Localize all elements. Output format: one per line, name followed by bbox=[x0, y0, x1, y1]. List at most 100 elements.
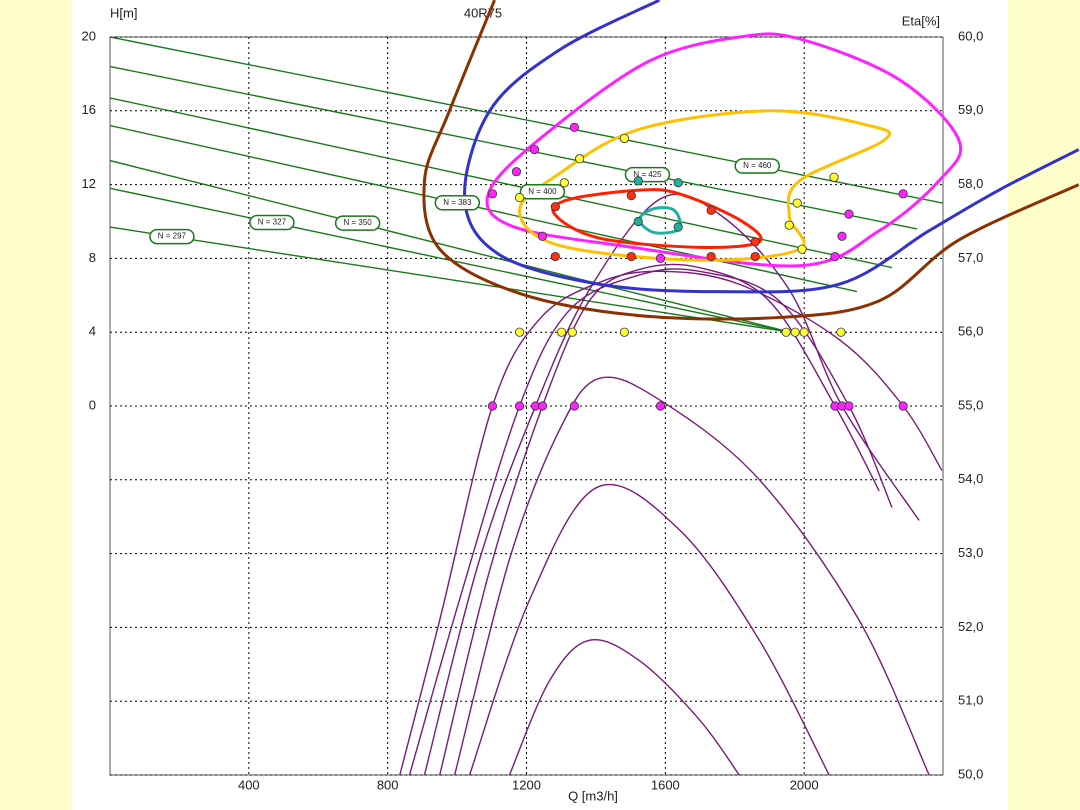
marker bbox=[487, 401, 498, 411]
marker bbox=[575, 154, 585, 164]
marker bbox=[487, 189, 498, 199]
line-label: N = 297 bbox=[158, 232, 187, 241]
line-label: N = 400 bbox=[528, 187, 557, 196]
marker bbox=[844, 401, 854, 411]
pump-curve bbox=[468, 483, 830, 775]
efficiency-contour bbox=[551, 188, 763, 249]
y-tick-label: 0 bbox=[89, 397, 96, 412]
marker bbox=[837, 231, 847, 241]
line-label-box bbox=[734, 158, 780, 174]
power-line bbox=[110, 65, 918, 230]
y2-tick-label: 52,0 bbox=[958, 619, 983, 634]
line-label: N = 350 bbox=[343, 218, 372, 227]
power-line bbox=[110, 159, 791, 333]
marker bbox=[511, 167, 522, 177]
y2-axis-label: Eta[%] bbox=[902, 13, 940, 28]
power-line bbox=[110, 37, 943, 204]
marker bbox=[673, 222, 683, 232]
marker bbox=[626, 191, 636, 201]
x-tick-label: 800 bbox=[377, 777, 399, 792]
line-label-box bbox=[249, 214, 295, 231]
efficiency-contour bbox=[422, 0, 1080, 321]
marker bbox=[750, 237, 760, 247]
x-tick-label: 1600 bbox=[651, 777, 680, 792]
marker bbox=[633, 176, 643, 186]
pump-curve bbox=[453, 376, 930, 775]
curves bbox=[110, 0, 1080, 775]
y-tick-label: 16 bbox=[82, 102, 96, 117]
pump-curve bbox=[399, 270, 943, 775]
marker bbox=[790, 327, 800, 337]
power-line bbox=[110, 124, 858, 293]
x-axis-label: Q [m3/h] bbox=[568, 788, 618, 803]
pump-curve bbox=[408, 268, 893, 775]
marker bbox=[626, 251, 636, 262]
y2-tick-label: 50,0 bbox=[958, 766, 983, 781]
line-label-box bbox=[519, 184, 566, 200]
marker bbox=[784, 220, 794, 230]
efficiency-contour bbox=[463, 0, 1080, 294]
marker bbox=[514, 401, 525, 411]
y-axis-label: H[m] bbox=[110, 5, 137, 20]
marker bbox=[655, 253, 666, 263]
y-tick-label: 8 bbox=[89, 250, 96, 265]
y-tick-label: 4 bbox=[89, 324, 96, 339]
marker bbox=[537, 231, 548, 241]
x-tick-label: 400 bbox=[238, 777, 260, 792]
marker bbox=[619, 327, 629, 337]
marker bbox=[836, 327, 846, 337]
marker bbox=[829, 172, 839, 182]
marker bbox=[559, 178, 569, 188]
marker bbox=[514, 192, 525, 203]
y2-tick-label: 59,0 bbox=[958, 102, 983, 117]
y2-tick-label: 51,0 bbox=[958, 693, 983, 708]
marker bbox=[706, 205, 716, 216]
pump-curve bbox=[508, 638, 740, 775]
chart-title: 40R75 bbox=[464, 5, 502, 20]
marker bbox=[567, 327, 577, 337]
marker bbox=[569, 401, 579, 411]
marker bbox=[529, 144, 540, 155]
marker bbox=[799, 327, 809, 337]
line-label-box bbox=[434, 195, 481, 211]
marker bbox=[781, 327, 791, 337]
line-label: N = 383 bbox=[443, 198, 472, 207]
line-label: N = 460 bbox=[743, 161, 772, 170]
marker bbox=[619, 133, 629, 144]
y2-tick-label: 54,0 bbox=[958, 471, 983, 486]
markers bbox=[487, 122, 908, 411]
line-label: N = 425 bbox=[633, 170, 662, 179]
y-tick-label: 12 bbox=[82, 176, 96, 191]
marker bbox=[569, 122, 579, 133]
line-label: N = 327 bbox=[258, 218, 287, 227]
marker bbox=[792, 198, 802, 208]
marker bbox=[673, 178, 683, 188]
grid: 400 800 1200 1600 2000 0 4 8 12 16 20 50,0 51,0 52,0 5… bbox=[82, 28, 984, 792]
x-tick-label: 2000 bbox=[790, 777, 819, 792]
marker bbox=[797, 244, 807, 254]
power-line bbox=[110, 226, 791, 333]
line-label-box bbox=[334, 215, 381, 231]
x-tick-label: 1200 bbox=[512, 777, 541, 792]
marker bbox=[550, 202, 560, 212]
y2-tick-label: 53,0 bbox=[958, 545, 983, 560]
marker bbox=[750, 251, 760, 262]
line-labels: N = 460 N = 425 N = 400 N = 383 N = 350 N = 3… bbox=[149, 158, 780, 245]
marker bbox=[830, 251, 840, 262]
marker bbox=[706, 251, 716, 262]
marker bbox=[844, 209, 854, 219]
y2-tick-label: 58,0 bbox=[958, 176, 983, 191]
marker bbox=[898, 189, 908, 199]
y2-tick-label: 55,0 bbox=[958, 397, 983, 412]
efficiency-contour bbox=[485, 32, 963, 268]
y-tick-label: 20 bbox=[82, 28, 96, 43]
y2-tick-label: 56,0 bbox=[958, 324, 983, 339]
marker bbox=[537, 401, 548, 411]
marker bbox=[514, 327, 525, 337]
marker bbox=[655, 401, 666, 411]
y2-tick-label: 60,0 bbox=[958, 28, 983, 43]
marker bbox=[556, 327, 567, 337]
marker bbox=[898, 401, 908, 411]
marker bbox=[550, 251, 560, 262]
